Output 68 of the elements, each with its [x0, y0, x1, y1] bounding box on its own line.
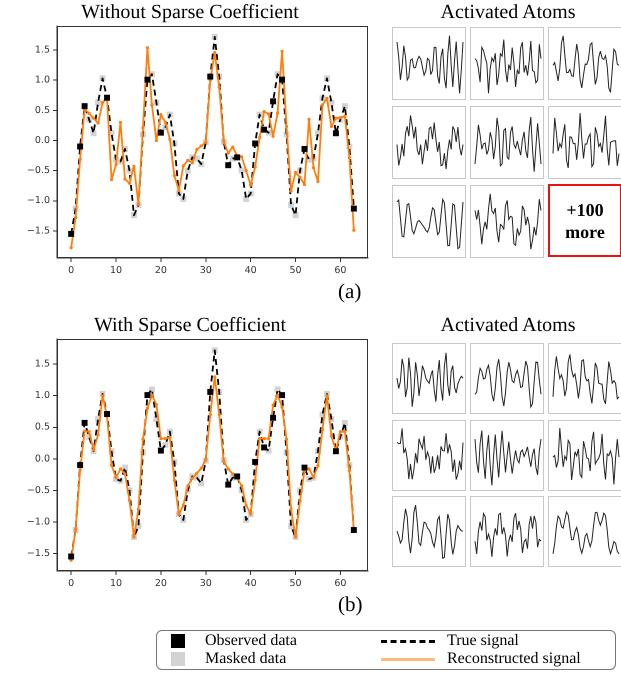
x-tick-label: 40	[244, 265, 257, 276]
point	[207, 74, 214, 80]
text: +100 more	[548, 184, 621, 257]
text: (a)	[338, 279, 362, 303]
point	[68, 230, 74, 237]
x-tick-label: 30	[200, 578, 212, 590]
x-tick-label: 10	[110, 578, 122, 590]
x-tick-label: 10	[110, 265, 122, 276]
y-tick-label: 1.0	[34, 390, 50, 402]
y-tick-label: 1.5	[34, 358, 50, 370]
y-tick-label: 0.0	[34, 134, 50, 146]
point	[279, 76, 286, 83]
y-tick-label: 0.5	[34, 104, 50, 116]
legend-label: Reconstructed signal	[447, 650, 581, 668]
y-tick-label: −1.0	[26, 195, 50, 206]
x-tick-label: 20	[154, 265, 167, 276]
text: Activated Atoms	[440, 0, 576, 24]
point	[144, 392, 150, 398]
x-tick-label: 60	[334, 265, 346, 276]
point	[302, 146, 308, 152]
point	[82, 420, 88, 426]
point	[302, 464, 308, 471]
point	[225, 482, 232, 488]
legend-label: True signal	[447, 632, 519, 650]
point	[158, 448, 164, 454]
y-tick-label: 1.5	[34, 44, 50, 56]
point	[144, 76, 150, 83]
x-tick-label: 50	[289, 578, 302, 590]
text: Activated Atoms	[440, 313, 576, 337]
point	[234, 473, 240, 480]
point	[350, 206, 357, 212]
legend-label: Observed data	[205, 632, 297, 650]
point	[77, 462, 84, 468]
point	[279, 392, 286, 398]
point	[261, 444, 268, 450]
point	[270, 414, 276, 421]
y-tick-label: 0.5	[34, 422, 50, 433]
point	[252, 140, 258, 146]
text: (b)	[338, 592, 362, 616]
point	[104, 411, 110, 417]
point	[158, 130, 164, 136]
point	[207, 388, 214, 395]
x-tick-label: 0	[68, 578, 74, 590]
legend-label: Masked data	[205, 650, 286, 668]
point	[234, 154, 240, 160]
x-tick-label: 40	[244, 578, 257, 590]
point	[252, 458, 258, 465]
y-tick-label: 0.0	[34, 453, 50, 464]
x-tick-label: 60	[334, 578, 346, 590]
y-tick-label: −0.5	[26, 165, 50, 176]
point	[68, 554, 74, 560]
y-tick-label: −1.5	[26, 548, 50, 559]
x-tick-label: 0	[68, 265, 74, 276]
point	[270, 98, 276, 104]
chart-title: Without Sparse Coefficient	[81, 0, 299, 24]
y-tick-label: 1.0	[34, 74, 50, 86]
point	[261, 126, 268, 133]
y-tick-label: −1.5	[26, 225, 50, 236]
x-tick-label: 50	[289, 265, 302, 276]
y-tick-label: −1.0	[26, 516, 50, 528]
point	[225, 162, 232, 168]
point	[82, 103, 88, 110]
point	[332, 130, 339, 136]
x-tick-label: 30	[200, 265, 212, 276]
y-tick-label: −0.5	[26, 484, 50, 496]
x-tick-label: 20	[154, 578, 167, 590]
chart-title: With Sparse Coefficient	[94, 313, 286, 337]
point	[77, 144, 84, 150]
